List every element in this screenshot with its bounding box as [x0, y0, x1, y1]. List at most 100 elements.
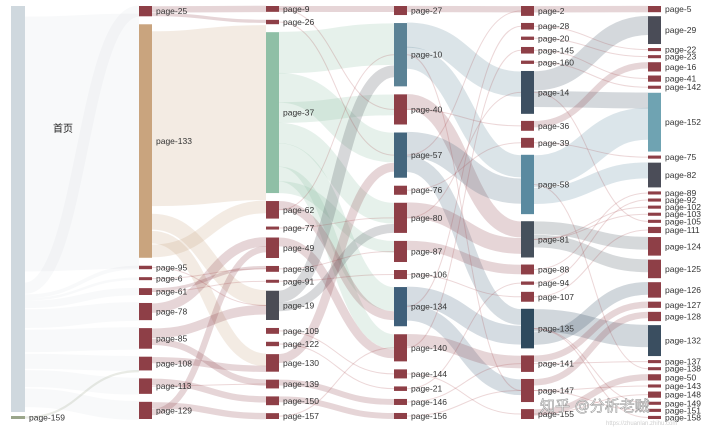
node-page-143[interactable]	[648, 384, 661, 388]
link-page-155-to-page-50	[533, 374, 649, 416]
node-page-41[interactable]	[648, 75, 661, 82]
link-page-20-to-page-23	[533, 37, 649, 58]
node-page-156[interactable]	[394, 412, 407, 419]
node-page-159[interactable]	[11, 416, 25, 419]
node-page-127[interactable]	[648, 301, 661, 308]
node-page-21[interactable]	[394, 386, 407, 391]
node-label-page-147: page-147	[538, 386, 574, 396]
node-page-16[interactable]	[648, 62, 661, 72]
node-page-124[interactable]	[648, 237, 661, 256]
node-page-157[interactable]	[266, 413, 279, 419]
node-page-62[interactable]	[266, 201, 279, 219]
node-page-111[interactable]	[648, 226, 661, 234]
node-page-49[interactable]	[266, 237, 279, 258]
node-page-125[interactable]	[648, 259, 661, 279]
link-page-25-to-page-26	[151, 12, 267, 23]
node-page-144[interactable]	[394, 369, 407, 379]
node-page-82[interactable]	[648, 162, 661, 188]
node-page-94[interactable]	[521, 281, 534, 285]
node-page-85[interactable]	[139, 328, 152, 349]
node-root[interactable]	[11, 6, 25, 413]
node-page-75[interactable]	[648, 155, 661, 159]
node-page-61[interactable]	[139, 288, 152, 295]
node-page-89[interactable]	[648, 191, 661, 195]
node-page-58[interactable]	[521, 154, 534, 215]
node-page-107[interactable]	[521, 291, 534, 302]
node-label-page-138: page-138	[665, 364, 701, 374]
node-page-142[interactable]	[648, 85, 661, 89]
node-page-158[interactable]	[648, 415, 661, 419]
node-page-155[interactable]	[521, 409, 534, 419]
node-page-88[interactable]	[521, 264, 534, 275]
node-page-37[interactable]	[266, 32, 279, 194]
node-page-50[interactable]	[648, 374, 661, 381]
node-page-9[interactable]	[266, 6, 279, 12]
link-page-157-to-page-140	[278, 347, 395, 417]
node-label-page-76: page-76	[411, 185, 442, 195]
node-page-134[interactable]	[394, 287, 407, 327]
node-page-139[interactable]	[266, 379, 279, 389]
node-page-81[interactable]	[521, 221, 534, 258]
node-page-103[interactable]	[648, 212, 661, 216]
node-page-20[interactable]	[521, 36, 534, 40]
node-page-22[interactable]	[648, 48, 661, 52]
link-page-113-to-page-150	[151, 378, 267, 403]
node-page-14[interactable]	[521, 70, 534, 114]
node-page-128[interactable]	[648, 311, 661, 322]
node-page-109[interactable]	[266, 327, 279, 334]
node-page-26[interactable]	[266, 19, 279, 25]
node-page-160[interactable]	[521, 60, 534, 64]
node-page-91[interactable]	[266, 279, 279, 283]
node-page-140[interactable]	[394, 334, 407, 362]
node-page-151[interactable]	[648, 408, 661, 412]
node-page-145[interactable]	[521, 46, 534, 54]
node-page-36[interactable]	[521, 120, 534, 131]
node-page-149[interactable]	[648, 401, 661, 405]
node-page-57[interactable]	[394, 132, 407, 178]
node-page-152[interactable]	[648, 92, 661, 152]
link-page-80-to-page-14	[406, 91, 522, 219]
node-page-2[interactable]	[521, 6, 534, 16]
node-page-78[interactable]	[139, 302, 152, 321]
node-page-5[interactable]	[648, 6, 661, 13]
node-page-133[interactable]	[139, 24, 152, 258]
link-page-62-to-page-10	[278, 54, 395, 211]
node-page-77[interactable]	[266, 226, 279, 230]
node-page-147[interactable]	[521, 378, 534, 403]
node-page-29[interactable]	[648, 16, 661, 45]
node-page-10[interactable]	[394, 23, 407, 87]
node-page-106[interactable]	[394, 270, 407, 280]
node-page-80[interactable]	[394, 202, 407, 233]
node-page-146[interactable]	[394, 398, 407, 405]
node-page-39[interactable]	[521, 137, 534, 148]
node-page-138[interactable]	[648, 367, 661, 371]
node-page-6[interactable]	[139, 277, 152, 281]
link-page-155-to-page-148	[533, 394, 649, 415]
node-page-129[interactable]	[139, 401, 152, 419]
node-page-95[interactable]	[139, 265, 152, 270]
node-page-126[interactable]	[648, 282, 661, 298]
node-page-87[interactable]	[394, 240, 407, 263]
node-page-150[interactable]	[266, 396, 279, 406]
node-page-76[interactable]	[394, 185, 407, 195]
node-page-122[interactable]	[266, 341, 279, 347]
node-page-108[interactable]	[139, 356, 152, 371]
node-page-130[interactable]	[266, 354, 279, 372]
node-page-135[interactable]	[521, 308, 534, 349]
node-page-40[interactable]	[394, 94, 407, 125]
node-page-28[interactable]	[521, 22, 534, 30]
node-page-25[interactable]	[139, 6, 152, 17]
node-page-137[interactable]	[648, 360, 661, 364]
link-page-57-to-page-2	[406, 10, 522, 156]
node-page-27[interactable]	[394, 6, 407, 16]
node-page-23[interactable]	[648, 55, 661, 59]
node-page-105[interactable]	[648, 219, 661, 223]
node-page-141[interactable]	[521, 355, 534, 372]
node-page-148[interactable]	[648, 391, 661, 398]
node-page-102[interactable]	[648, 205, 661, 209]
node-page-19[interactable]	[266, 290, 279, 320]
node-page-113[interactable]	[139, 378, 152, 394]
node-page-132[interactable]	[648, 325, 661, 357]
node-page-92[interactable]	[648, 198, 661, 202]
node-page-86[interactable]	[266, 265, 279, 272]
